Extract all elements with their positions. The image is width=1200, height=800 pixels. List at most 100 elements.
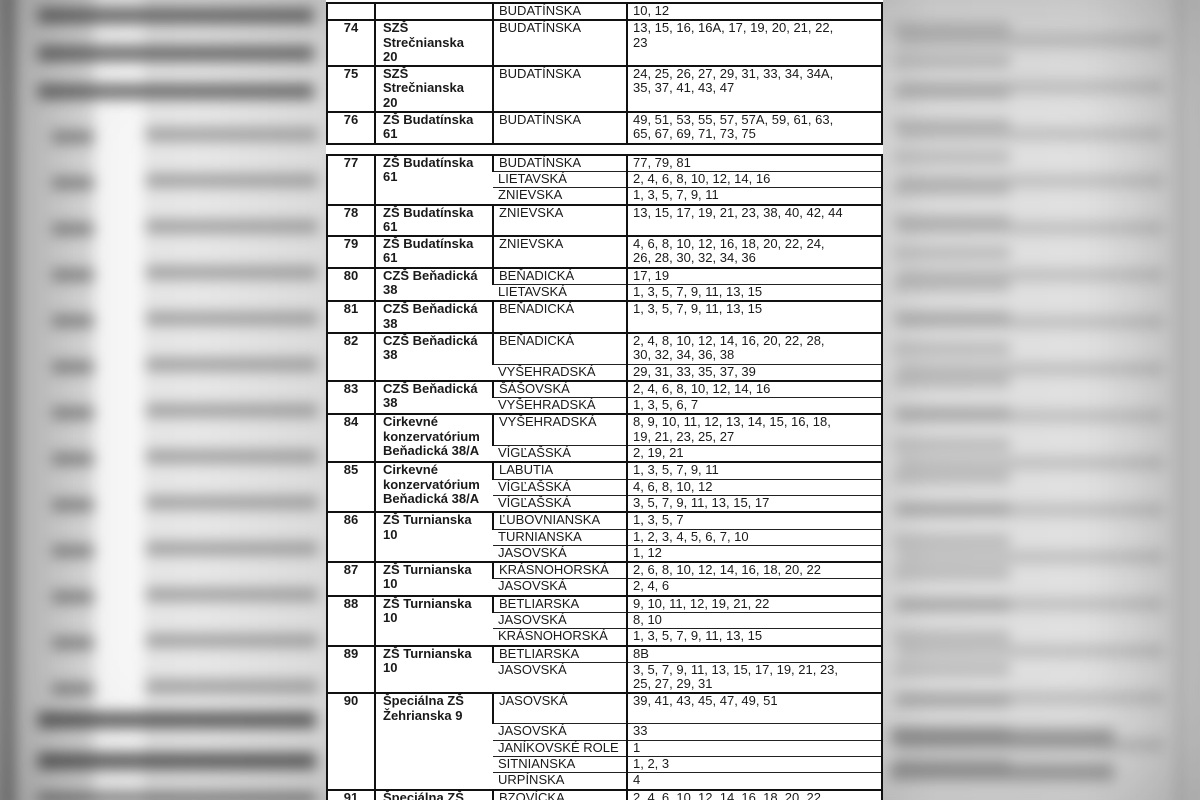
street-name-cell: BUDATÍNSKA xyxy=(492,65,627,113)
house-numbers-cell: 2, 4, 6, 10, 12, 14, 16, 18, 20, 22, 24,… xyxy=(626,788,882,800)
table-row: VÍGĽAŠSKÁ 2, 19, 21 xyxy=(327,445,882,463)
table-row: SITNIANSKA 1, 2, 3 xyxy=(327,756,882,773)
table-row: 81 CZŠ Beňadická 38 BEŇADICKÁ 1, 3, 5, 7, 9… xyxy=(327,300,882,333)
house-numbers-cell: 1, 3, 5, 7, 9, 11, 13, 15 xyxy=(626,300,882,333)
street-name-cell: BETLIARSKA xyxy=(492,594,627,613)
district-number-cell: 87 xyxy=(327,561,375,596)
backdrop-left-bottom-rows xyxy=(38,712,316,800)
table-row: 90 Špeciálna ZŠ Žehrianska 9 JASOVSKÁ 39, 4… xyxy=(327,692,882,790)
house-numbers-cell: 8B xyxy=(626,644,882,663)
street-name-cell: JASOVSKÁ xyxy=(492,692,627,724)
backdrop-left-text-rows xyxy=(146,128,318,708)
house-numbers-cell: 2, 19, 21 xyxy=(626,445,882,463)
street-name-cell: VYŠEHRADSKÁ xyxy=(492,413,627,446)
house-numbers-cell: 2, 4, 6 xyxy=(626,578,882,596)
district-number-cell: 85 xyxy=(327,461,375,513)
table-row: 78 ZŠ Budatínska 61 ZNIEVSKA 13, 15, 17, 19… xyxy=(327,203,882,237)
street-name-cell: JASOVSKÁ xyxy=(493,578,627,596)
table-row: JASOVSKÁ 1, 12 xyxy=(327,544,882,563)
backdrop-right-bottom-rows xyxy=(890,728,1114,788)
house-numbers-cell: 9, 10, 11, 12, 19, 21, 22 xyxy=(626,594,882,613)
street-name-cell: JANÍKOVSKÉ ROLE xyxy=(493,739,627,757)
street-name-cell: URPÍNSKA xyxy=(493,772,627,790)
table-row: VYŠEHRADSKÁ 29, 31, 33, 35, 37, 39 xyxy=(327,363,882,381)
house-numbers-cell: 1, 3, 5, 6, 7 xyxy=(626,397,882,415)
house-numbers-cell: 1, 3, 5, 7 xyxy=(626,511,882,529)
street-name-cell: JASOVSKÁ xyxy=(493,544,627,563)
street-name-cell: VÍGĽAŠSKÁ xyxy=(493,445,627,463)
street-name-cell: KRÁSNOHORSKÁ xyxy=(492,561,627,579)
street-name-cell: ĽUBOVNIANSKA xyxy=(492,511,627,529)
table-body: BUDATÍNSKA 10, 12 74 SZŠ Strečnianska 20 BUD… xyxy=(327,1,882,144)
table-row: BUDATÍNSKA 10, 12 xyxy=(327,1,882,21)
house-numbers-cell: 49, 51, 53, 55, 57, 57A, 59, 61, 63, 65,… xyxy=(626,111,882,144)
house-numbers-cell: 13, 15, 16, 16A, 17, 19, 20, 21, 22, 23 xyxy=(626,19,882,67)
school-name-cell: ZŠ Turnianska 10 xyxy=(374,561,493,596)
street-name-cell: ZNIEVSKA xyxy=(492,235,627,268)
table-row: ZNIEVSKA 1, 3, 5, 7, 9, 11 xyxy=(327,187,882,205)
district-number-cell: 80 xyxy=(327,266,375,302)
district-number-cell: 81 xyxy=(327,300,375,333)
house-numbers-cell: 2, 4, 8, 10, 12, 14, 16, 20, 22, 28, 30,… xyxy=(626,331,882,365)
table-row: 88 ZŠ Turnianska 10 BETLIARSKA 9, 10, 11, 1… xyxy=(327,594,882,646)
house-numbers-cell: 2, 4, 6, 8, 10, 12, 14, 16 xyxy=(626,379,882,398)
school-name-cell: ZŠ Turnianska 10 xyxy=(374,594,493,646)
table-row: 84 Cirkevné konzervatórium Beňadická 38/A… xyxy=(327,413,882,463)
table-row: TURNIANSKA 1, 2, 3, 4, 5, 6, 7, 10 xyxy=(327,528,882,546)
street-name-cell: JASOVSKÁ xyxy=(493,661,627,694)
table-row: 89 ZŠ Turnianska 10 BETLIARSKA 8B xyxy=(327,644,882,694)
backdrop-left-page xyxy=(0,0,330,800)
street-name-cell: VYŠEHRADSKÁ xyxy=(493,397,627,415)
house-numbers-cell: 8, 10 xyxy=(626,611,882,629)
district-number-cell: 91 xyxy=(327,788,375,800)
table-row: 75 SZŠ Strečnianska 20 BUDATÍNSKA 24, 25, 2… xyxy=(327,65,882,113)
street-name-cell: BETLIARSKA xyxy=(492,644,627,663)
table-row: VÍGĽAŠSKÁ 4, 6, 8, 10, 12 xyxy=(327,478,882,496)
backdrop-left-white-column xyxy=(94,0,144,800)
table-row: 85 Cirkevné konzervatórium Beňadická 38/A… xyxy=(327,461,882,513)
street-name-cell: LIETAVSKÁ xyxy=(493,284,627,302)
district-number-cell: 74 xyxy=(327,19,375,67)
table-row: LIETAVSKÁ 2, 4, 6, 8, 10, 12, 14, 16 xyxy=(327,170,882,188)
street-name-cell: LABUTIA xyxy=(492,461,627,480)
street-name-cell: ZNIEVSKA xyxy=(492,203,627,237)
house-numbers-cell: 4, 6, 8, 10, 12 xyxy=(626,478,882,496)
school-name-cell: ZŠ Turnianska 10 xyxy=(374,644,493,694)
house-numbers-cell: 1, 2, 3, 4, 5, 6, 7, 10 xyxy=(626,528,882,546)
district-number-cell: 77 xyxy=(327,153,375,205)
backdrop-right-vertical-rule xyxy=(1178,0,1182,800)
school-name-cell: Špeciálna ZŠ Žehrianska 9 xyxy=(374,788,493,800)
school-name-cell: ZŠ Budatínska 61 xyxy=(374,111,493,144)
street-name-cell: ŠÁŠOVSKÁ xyxy=(492,379,627,398)
house-numbers-cell: 4 xyxy=(626,772,882,790)
house-numbers-cell: 33 xyxy=(626,723,882,741)
backdrop-left-edge-bar xyxy=(4,0,14,800)
school-name-cell: ZŠ Turnianska 10 xyxy=(374,511,493,563)
table-row: JASOVSKÁ 2, 4, 6 xyxy=(327,578,882,596)
house-numbers-cell: 2, 6, 8, 10, 12, 14, 16, 18, 20, 22 xyxy=(626,561,882,579)
district-number-cell: 82 xyxy=(327,331,375,381)
house-numbers-cell: 77, 79, 81 xyxy=(626,153,882,172)
school-name-cell: Cirkevné konzervatórium Beňadická 38/A xyxy=(374,461,493,513)
table-row: 77 ZŠ Budatínska 61 BUDATÍNSKA 77, 79, 81 xyxy=(327,153,882,205)
district-number-cell: 89 xyxy=(327,644,375,694)
district-number-cell: 79 xyxy=(327,235,375,268)
street-name-cell: BUDATÍNSKA xyxy=(492,1,627,21)
street-name-cell: JASOVSKÁ xyxy=(493,611,627,629)
backdrop-right-text-column xyxy=(894,22,1010,788)
street-name-cell: BEŇADICKÁ xyxy=(492,331,627,365)
table-row: 80 CZŠ Beňadická 38 BEŇADICKÁ 17, 19 xyxy=(327,266,882,302)
house-numbers-cell: 1, 3, 5, 7, 9, 11, 13, 15 xyxy=(626,628,882,646)
district-number-cell: 88 xyxy=(327,594,375,646)
street-name-cell: BUDATÍNSKA xyxy=(492,153,627,172)
page-break-gap xyxy=(326,144,883,154)
district-number-cell xyxy=(327,1,375,21)
street-name-cell: BUDATÍNSKA xyxy=(492,111,627,144)
house-numbers-cell: 3, 5, 7, 9, 11, 13, 15, 17 xyxy=(626,494,882,513)
backdrop-left-number-column xyxy=(52,131,94,706)
street-name-cell: LIETAVSKÁ xyxy=(493,170,627,188)
street-name-cell: VYŠEHRADSKÁ xyxy=(493,363,627,381)
house-numbers-cell: 24, 25, 26, 27, 29, 31, 33, 34, 34A, 35,… xyxy=(626,65,882,113)
school-name-cell: ZŠ Budatínska 61 xyxy=(374,153,493,205)
